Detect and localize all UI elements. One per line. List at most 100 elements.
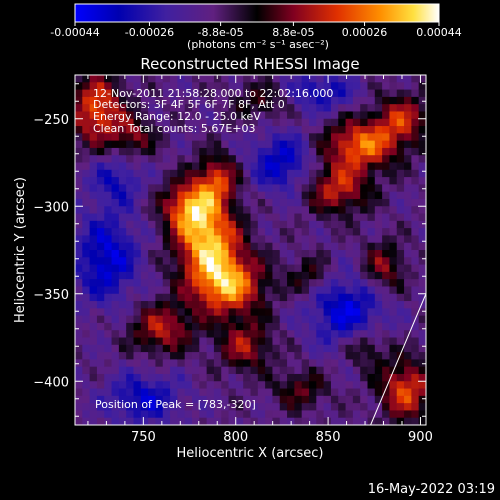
heatmap-pixel xyxy=(265,198,274,207)
plot-area: 750 800 850 900 −250−300−350−400 12-Nov-201… xyxy=(33,74,433,445)
heatmap-pixel xyxy=(396,213,405,222)
heatmap-pixel xyxy=(206,417,215,425)
heatmap-pixel xyxy=(228,133,237,142)
heatmap-pixel xyxy=(418,206,426,215)
heatmap-pixel xyxy=(250,381,259,390)
heatmap-pixel xyxy=(367,220,376,229)
heatmap-pixel xyxy=(265,155,274,164)
heatmap-pixel xyxy=(265,250,274,258)
heatmap-pixel xyxy=(404,250,412,258)
heatmap-pixel xyxy=(213,286,222,295)
heatmap-pixel xyxy=(389,147,398,156)
heatmap-pixel xyxy=(309,271,317,280)
heatmap-pixel xyxy=(404,366,412,375)
heatmap-pixel xyxy=(294,169,303,178)
heatmap-pixel xyxy=(111,417,120,425)
heatmap-pixel xyxy=(133,75,142,83)
heatmap-pixel xyxy=(418,330,426,339)
heatmap-pixel xyxy=(228,286,237,295)
heatmap-pixel xyxy=(82,184,91,193)
heatmap-pixel xyxy=(382,155,391,164)
heatmap-pixel xyxy=(257,242,266,251)
heatmap-pixel xyxy=(301,177,310,185)
heatmap-pixel xyxy=(367,359,376,368)
heatmap-pixel xyxy=(235,359,244,368)
heatmap-pixel xyxy=(118,264,127,273)
heatmap-pixel xyxy=(316,301,325,309)
heatmap-pixel xyxy=(192,75,200,83)
heatmap-pixel xyxy=(367,235,376,244)
heatmap-pixel xyxy=(294,322,303,331)
heatmap-pixel xyxy=(330,308,339,317)
heatmap-pixel xyxy=(257,126,266,134)
heatmap-pixel xyxy=(396,111,405,120)
heatmap-pixel xyxy=(257,271,266,280)
heatmap-pixel xyxy=(162,293,171,302)
heatmap-pixel xyxy=(177,118,186,127)
heatmap-pixel xyxy=(148,198,157,207)
heatmap-pixel xyxy=(133,191,142,200)
heatmap-pixel xyxy=(82,293,91,302)
heatmap-pixel xyxy=(316,271,325,280)
heatmap-pixel xyxy=(243,373,252,382)
heatmap-pixel xyxy=(148,373,157,382)
heatmap-pixel xyxy=(82,104,91,113)
heatmap-pixel xyxy=(155,330,164,339)
heatmap-pixel xyxy=(345,366,354,375)
heatmap-pixel xyxy=(148,140,157,149)
heatmap-pixel xyxy=(177,403,186,412)
heatmap-pixel xyxy=(140,366,149,375)
heatmap-pixel xyxy=(250,388,259,397)
heatmap-pixel xyxy=(155,271,164,280)
heatmap-pixel xyxy=(235,126,244,134)
heatmap-pixel xyxy=(89,352,98,360)
heatmap-pixel xyxy=(404,75,412,83)
heatmap-pixel xyxy=(257,250,266,258)
heatmap-pixel xyxy=(235,147,244,156)
heatmap-pixel xyxy=(177,75,186,83)
heatmap-pixel xyxy=(411,308,420,317)
heatmap-pixel xyxy=(338,410,347,419)
heatmap-pixel xyxy=(279,213,288,222)
heatmap-pixel xyxy=(352,162,361,171)
heatmap-pixel xyxy=(418,315,426,324)
heatmap-pixel xyxy=(243,271,252,280)
heatmap-pixel xyxy=(184,417,193,425)
heatmap-pixel xyxy=(177,191,186,200)
heatmap-pixel xyxy=(338,191,347,200)
heatmap-pixel xyxy=(235,337,244,346)
heatmap-pixel xyxy=(345,89,354,98)
heatmap-pixel xyxy=(140,257,149,266)
heatmap-pixel xyxy=(411,111,420,120)
heatmap-pixel xyxy=(345,301,354,309)
heatmap-pixel xyxy=(265,315,274,324)
heatmap-pixel xyxy=(89,330,98,339)
heatmap-pixel xyxy=(418,301,426,309)
heatmap-pixel xyxy=(309,140,317,149)
heatmap-pixel xyxy=(133,111,142,120)
heatmap-pixel xyxy=(287,184,295,193)
x-tick-label: 800 xyxy=(223,430,248,445)
heatmap-pixel xyxy=(411,395,420,404)
heatmap-pixel xyxy=(213,308,222,317)
heatmap-pixel xyxy=(221,381,230,390)
heatmap-pixel xyxy=(309,184,317,193)
heatmap-pixel xyxy=(316,373,325,382)
heatmap-pixel xyxy=(316,220,325,229)
heatmap-pixel xyxy=(279,286,288,295)
heatmap-pixel xyxy=(111,104,120,113)
heatmap-pixel xyxy=(396,308,405,317)
heatmap-pixel xyxy=(272,373,281,382)
heatmap-pixel xyxy=(155,352,164,360)
heatmap-pixel xyxy=(133,169,142,178)
heatmap-pixel xyxy=(396,388,405,397)
heatmap-pixel xyxy=(75,344,83,353)
heatmap-pixel xyxy=(265,162,274,171)
heatmap-pixel xyxy=(360,301,369,309)
heatmap-pixel xyxy=(345,381,354,390)
heatmap-pixel xyxy=(155,344,164,353)
heatmap-pixel xyxy=(418,352,426,360)
heatmap-pixel xyxy=(96,111,105,120)
heatmap-pixel xyxy=(279,279,288,288)
heatmap-pixel xyxy=(404,191,412,200)
